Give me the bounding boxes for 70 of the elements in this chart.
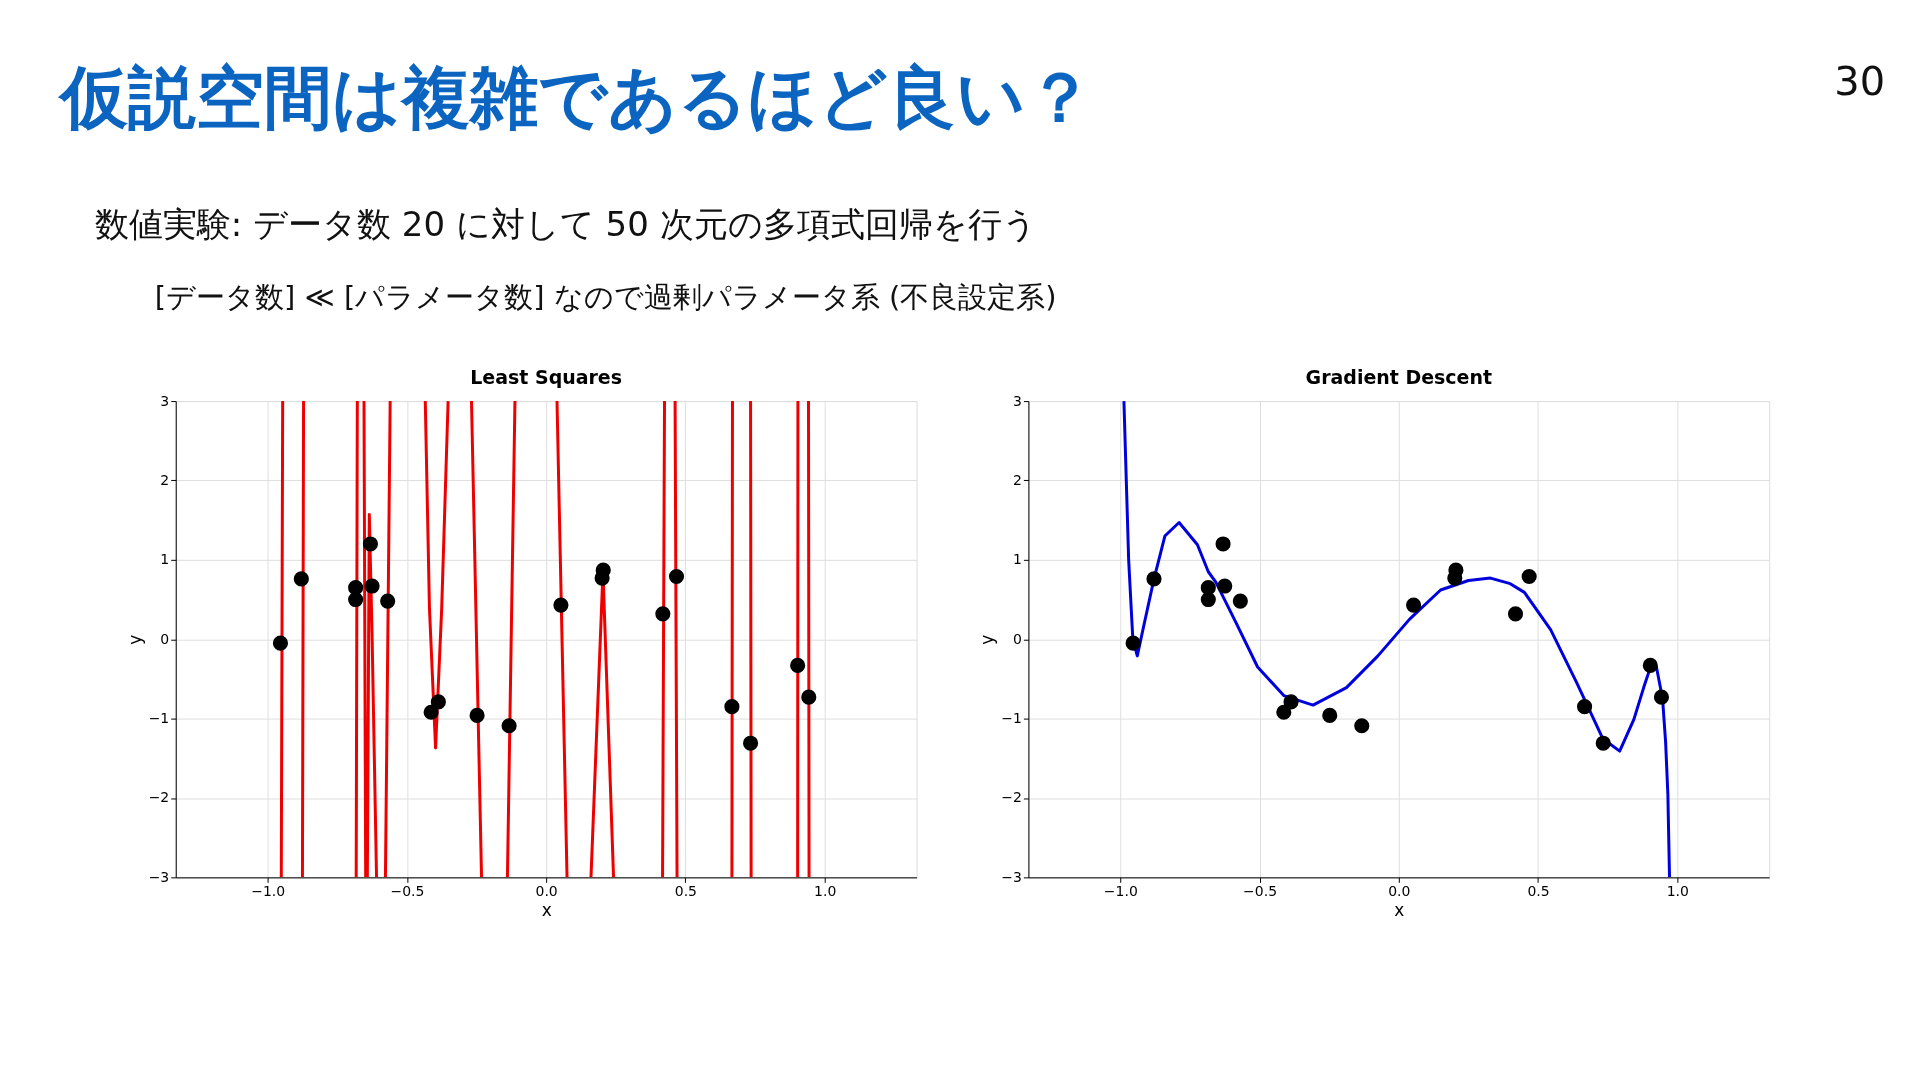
- point: [1215, 536, 1231, 552]
- x-tick-label: −1.0: [251, 882, 286, 899]
- x-tick-label: 0.0: [1388, 882, 1411, 899]
- point: [380, 593, 396, 609]
- point: [1577, 699, 1593, 715]
- x-tick-label: −0.5: [1243, 882, 1278, 899]
- point: [1200, 591, 1216, 608]
- y-tick-label: −3: [148, 868, 170, 885]
- y-tick-label: −1: [148, 710, 170, 727]
- point: [469, 707, 485, 723]
- y-tick-label: 1: [160, 551, 170, 568]
- text: 数値実験: データ数 20 に対して 50 次元の多項式回帰を行う: [94, 204, 1037, 245]
- x-tick-label: −1.0: [1103, 882, 1138, 899]
- y-tick-label: −2: [1001, 789, 1022, 806]
- point: [293, 571, 309, 587]
- y-tick-label: 3: [1013, 392, 1022, 409]
- point: [1642, 657, 1658, 673]
- y-tick-label: 0: [1013, 630, 1022, 647]
- point: [1595, 735, 1611, 751]
- y-axis-title: y: [977, 634, 998, 645]
- y-tick-label: 2: [160, 471, 170, 488]
- point: [724, 699, 740, 715]
- y-tick-label: −3: [1001, 868, 1022, 885]
- point: [668, 568, 685, 585]
- chart-title: Least Squares: [470, 366, 623, 389]
- point: [1406, 597, 1422, 613]
- x-tick-label: 0.5: [674, 882, 698, 899]
- point: [364, 578, 380, 594]
- text: 30: [1834, 57, 1886, 104]
- point: [1322, 707, 1338, 723]
- y-tick-label: 0: [160, 630, 170, 647]
- y-tick-label: 1: [1013, 551, 1022, 568]
- point: [1507, 606, 1524, 622]
- text: 仮説空間は複雑であるほど良い？: [56, 57, 1094, 137]
- y-tick-label: 3: [160, 392, 170, 409]
- point: [790, 657, 806, 673]
- point: [1521, 568, 1537, 585]
- point: [1448, 562, 1464, 578]
- point: [1276, 704, 1292, 720]
- point: [1125, 635, 1141, 651]
- point: [1283, 694, 1299, 710]
- x-tick-label: 0.5: [1527, 882, 1550, 899]
- point: [1354, 718, 1370, 734]
- point: [272, 635, 289, 651]
- point: [553, 597, 569, 613]
- point: [1217, 578, 1233, 594]
- text: [データ数] ≪ [パラメータ数] なので過剰パラメータ系 (不良設定系): [154, 280, 1057, 315]
- point: [430, 694, 446, 710]
- point: [1653, 689, 1670, 705]
- x-tick-label: 1.0: [1666, 882, 1689, 899]
- point: [348, 591, 364, 608]
- point: [1146, 571, 1162, 587]
- point: [655, 606, 671, 622]
- y-tick-label: −2: [148, 789, 170, 806]
- x-tick-label: 1.0: [814, 882, 837, 899]
- chart-title: Gradient Descent: [1305, 366, 1493, 389]
- point: [501, 718, 517, 734]
- y-tick-label: −1: [1001, 710, 1022, 727]
- x-tick-label: −0.5: [390, 882, 425, 899]
- point: [743, 735, 759, 751]
- line-series: [1122, 401, 1672, 878]
- x-tick-label: 0.0: [535, 882, 558, 899]
- x-axis-title: x: [1394, 899, 1405, 920]
- y-axis-title: y: [124, 634, 145, 645]
- y-tick-label: 2: [1013, 471, 1022, 488]
- point: [423, 704, 439, 720]
- x-axis-title: x: [541, 899, 552, 920]
- point: [362, 536, 378, 552]
- point: [801, 689, 817, 705]
- point: [1232, 593, 1248, 609]
